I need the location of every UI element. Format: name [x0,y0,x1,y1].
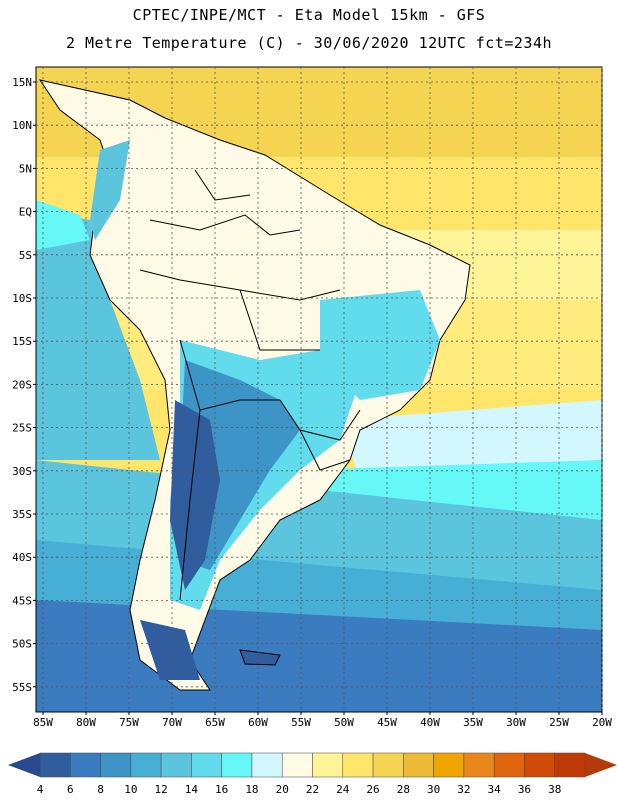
lat-label: 20S [12,378,32,391]
legend-color-box [281,752,313,778]
legend-color-box [372,752,404,778]
lat-label: 55S [12,681,32,694]
lat-label: 10S [12,292,32,305]
land-brazil-plateau [320,290,440,400]
legend-tick-labels: 4 6 8 10 12 14 16 18 20 22 24 26 28 30 32 34 36 38 [37,783,562,796]
color-legend: 4 6 8 10 12 14 16 18 20 22 24 26 28 30 32 34 36 38 [8,752,617,796]
legend-color-box [554,752,586,778]
legend-tick-label: 38 [548,783,561,796]
lat-label: 35S [12,508,32,521]
legend-tick-label: 4 [37,783,44,796]
legend-tick-label: 28 [397,783,410,796]
lon-label: 50W [334,716,354,729]
legend-color-box [221,752,253,778]
legend-color-box [70,752,101,778]
legend-color-box [100,752,132,778]
legend-tick-label: 8 [97,783,104,796]
lat-label: 5N [19,162,32,175]
lon-label: 20W [592,716,612,729]
lat-label: EQ [19,206,32,219]
lon-label: 40W [420,716,440,729]
lat-label: 50S [12,638,32,651]
lat-label: 25S [12,422,32,435]
legend-color-box [463,752,495,778]
legend-tick-label: 26 [366,783,379,796]
legend-tick-label: 18 [245,783,258,796]
legend-color-box [130,752,162,778]
graticule [36,67,603,712]
legend-tick-label: 10 [124,783,137,796]
legend-color-box [433,752,465,778]
lat-label: 15S [12,335,32,348]
ocean-band-20 [340,400,602,480]
legend-color-box [160,752,192,778]
legend-tick-label: 14 [185,783,199,796]
lon-label: 70W [162,716,182,729]
legend-tick-label: 36 [518,783,531,796]
title-line-2: 2 Metre Temperature (C) - 30/06/2020 12U… [65,34,553,52]
lat-label: 40S [12,551,32,564]
legend-color-box [312,752,344,778]
land-andes-cold [170,400,220,590]
lon-label: 55W [291,716,311,729]
legend-color-box [342,752,374,778]
lon-label: 85W [33,716,53,729]
legend-color-box [39,752,71,778]
legend-tick-label: 22 [306,783,319,796]
legend-tick-label: 6 [67,783,74,796]
ocean-pacific-equator [36,200,90,250]
lon-label: 45W [377,716,397,729]
lat-label: 15N [12,76,32,89]
legend-tick-label: 16 [215,783,228,796]
lon-label: 65W [205,716,225,729]
lat-label: 30S [12,465,32,478]
title-line-1: CPTEC/INPE/MCT - Eta Model 15km - GFS [132,6,486,24]
map-field [36,67,602,712]
legend-boxes [39,752,586,778]
land-andes-north [90,140,130,240]
legend-tick-label: 24 [336,783,350,796]
lon-label: 80W [76,716,96,729]
falkland-islands [239,649,281,666]
lat-label: 10N [12,119,32,132]
lon-label: 30W [506,716,526,729]
legend-color-box [251,752,283,778]
lat-label: 5S [19,249,32,262]
legend-color-box [191,752,222,778]
latitude-labels: 15N 10N 5N EQ 5S 10S 15S 20S 25S 30S 35S 40S 45S 50S 5… [12,76,36,694]
legend-tick-label: 12 [154,783,167,796]
legend-high-arrow [585,753,617,777]
legend-tick-label: 30 [427,783,440,796]
lon-label: 75W [119,716,139,729]
temperature-map: 15N 10N 5N EQ 5S 10S 15S 20S 25S 30S 35S 40S 45S 50S 5… [12,66,612,729]
lat-label: 45S [12,594,32,607]
legend-tick-label: 34 [488,783,502,796]
legend-low-arrow [8,753,40,777]
country-borders [139,169,361,601]
lon-label: 35W [463,716,483,729]
legend-tick-label: 32 [457,783,470,796]
legend-tick-label: 20 [276,783,289,796]
map-frame [35,66,603,713]
lon-label: 25W [549,716,569,729]
legend-color-box [524,752,555,778]
lon-label: 60W [248,716,268,729]
land-patagonia-south [140,620,200,680]
legend-color-box [403,752,434,778]
longitude-labels: 85W 80W 75W 70W 65W 60W 55W 50W 45W 40W 35W 30W 25W 2… [33,712,612,729]
legend-color-box [493,752,525,778]
